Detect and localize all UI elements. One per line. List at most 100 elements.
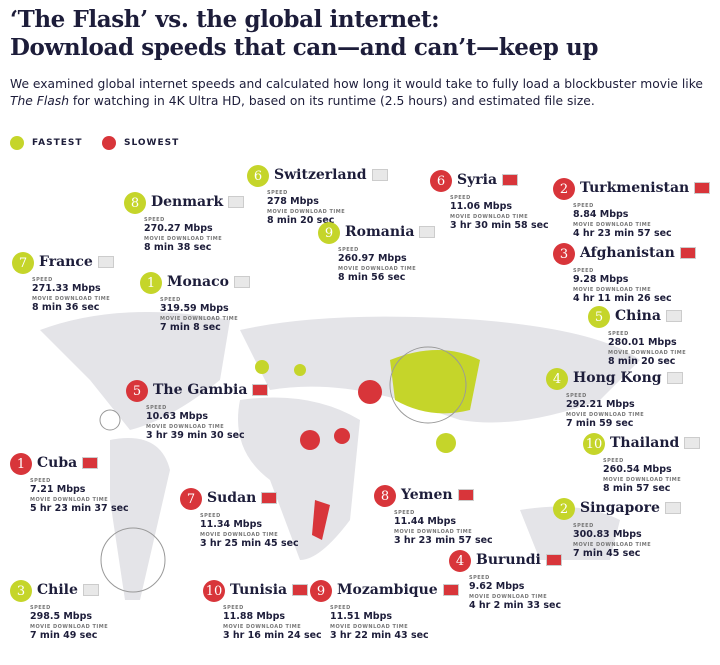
legend-label: FASTEST bbox=[32, 138, 83, 148]
rank-badge: 7 bbox=[12, 252, 34, 274]
subtitle-italic: The Flash bbox=[10, 94, 70, 108]
time-label: MOVIE DOWNLOAD TIME bbox=[223, 624, 302, 630]
country-card: 8 Denmark SPEED 270.27 Mbps MOVIE DOWNLOAD T… bbox=[124, 192, 264, 272]
flag bbox=[228, 196, 245, 208]
title: ‘The Flash’ vs. the global internet: bbox=[10, 6, 440, 33]
download-time: 8 min 57 sec bbox=[603, 483, 671, 494]
time-label: MOVIE DOWNLOAD TIME bbox=[30, 624, 109, 630]
rank-badge: 3 bbox=[553, 243, 575, 265]
speed-label: SPEED bbox=[469, 575, 490, 581]
speed: 278 Mbps bbox=[267, 196, 319, 207]
rank-badge: 6 bbox=[247, 165, 269, 187]
speed: 280.01 Mbps bbox=[608, 337, 677, 348]
time-label: MOVIE DOWNLOAD TIME bbox=[30, 497, 109, 503]
time-label: MOVIE DOWNLOAD TIME bbox=[573, 287, 652, 293]
download-time: 7 min 45 sec bbox=[573, 548, 641, 559]
speed-label: SPEED bbox=[330, 605, 351, 611]
country-card: 2 Turkmenistan SPEED 8.84 Mbps MOVIE DOWNLOA… bbox=[553, 178, 711, 258]
speed: 11.44 Mbps bbox=[394, 516, 457, 527]
flag bbox=[665, 310, 682, 322]
country-name: Tunisia bbox=[230, 582, 309, 598]
speed: 8.84 Mbps bbox=[573, 209, 629, 220]
title: Download speeds that can—and can’t—keep … bbox=[10, 34, 598, 61]
speed-label: SPEED bbox=[30, 605, 51, 611]
download-time: 8 min 56 sec bbox=[338, 272, 406, 283]
download-time: 4 hr 23 min 57 sec bbox=[573, 228, 672, 239]
time-label: MOVIE DOWNLOAD TIME bbox=[144, 236, 223, 242]
speed: 271.33 Mbps bbox=[32, 283, 101, 294]
time-label: MOVIE DOWNLOAD TIME bbox=[330, 624, 409, 630]
time-label: MOVIE DOWNLOAD TIME bbox=[608, 350, 687, 356]
speed: 292.21 Mbps bbox=[566, 399, 635, 410]
speed-label: SPEED bbox=[160, 297, 181, 303]
speed: 298.5 Mbps bbox=[30, 611, 93, 622]
country-name: Syria bbox=[457, 172, 519, 188]
speed: 300.83 Mbps bbox=[573, 529, 642, 540]
speed-label: SPEED bbox=[603, 458, 624, 464]
flag bbox=[545, 554, 562, 566]
time-label: MOVIE DOWNLOAD TIME bbox=[338, 266, 417, 272]
country-name: Denmark bbox=[151, 194, 245, 210]
download-time: 3 hr 22 min 43 sec bbox=[330, 630, 429, 641]
country-card: 10 Tunisia SPEED 11.88 Mbps MOVIE DOWNLOAD T… bbox=[203, 580, 343, 660]
legend-dot bbox=[10, 136, 24, 150]
time-label: MOVIE DOWNLOAD TIME bbox=[450, 214, 529, 220]
country-card: 5 The Gambia SPEED 10.63 Mbps MOVIE DOWNLOAD… bbox=[126, 380, 269, 460]
download-time: 4 hr 11 min 26 sec bbox=[573, 293, 672, 304]
speed-label: SPEED bbox=[30, 478, 51, 484]
download-time: 4 hr 2 min 33 sec bbox=[469, 600, 562, 611]
flag bbox=[233, 276, 250, 288]
country-card: 7 Sudan SPEED 11.34 Mbps MOVIE DOWNLOAD TIME… bbox=[180, 488, 320, 568]
speed: 11.06 Mbps bbox=[450, 201, 513, 212]
country-name: Switzerland bbox=[274, 167, 388, 183]
time-label: MOVIE DOWNLOAD TIME bbox=[603, 477, 682, 483]
country-card: 1 Monaco SPEED 319.59 Mbps MOVIE DOWNLOAD TI… bbox=[140, 272, 280, 352]
speed-label: SPEED bbox=[608, 331, 629, 337]
country-card: 4 Hong Kong SPEED 292.21 Mbps MOVIE DOWNLOAD… bbox=[546, 368, 686, 448]
time-label: MOVIE DOWNLOAD TIME bbox=[566, 412, 645, 418]
flag bbox=[252, 384, 269, 396]
subtitle-text: We examined global internet speeds and c… bbox=[10, 77, 703, 91]
speed-label: SPEED bbox=[566, 393, 587, 399]
flag bbox=[679, 247, 696, 259]
country-card: 8 Yemen SPEED 11.44 Mbps MOVIE DOWNLOAD TIME… bbox=[374, 485, 514, 565]
flag bbox=[664, 502, 681, 514]
time-label: MOVIE DOWNLOAD TIME bbox=[573, 222, 652, 228]
speed-label: SPEED bbox=[394, 510, 415, 516]
country-name: The Gambia bbox=[153, 382, 269, 398]
download-time: 8 min 38 sec bbox=[144, 242, 212, 253]
country-card: 1 Cuba SPEED 7.21 Mbps MOVIE DOWNLOAD TIME 5 … bbox=[10, 453, 150, 533]
download-time: 3 hr 39 min 30 sec bbox=[146, 430, 245, 441]
country-card: 3 Afghanistan SPEED 9.28 Mbps MOVIE DOWNLOAD… bbox=[553, 243, 696, 323]
country-name: Hong Kong bbox=[573, 370, 683, 386]
country-name: Romania bbox=[345, 224, 436, 240]
country-name: Cuba bbox=[37, 455, 99, 471]
speed: 11.34 Mbps bbox=[200, 519, 263, 530]
flag bbox=[457, 489, 474, 501]
flag bbox=[82, 457, 99, 469]
flag bbox=[694, 182, 711, 194]
flag bbox=[502, 174, 519, 186]
country-name: China bbox=[615, 308, 682, 324]
country-card: 3 Chile SPEED 298.5 Mbps MOVIE DOWNLOAD TIME… bbox=[10, 580, 150, 660]
speed: 270.27 Mbps bbox=[144, 223, 213, 234]
country-name: Burundi bbox=[476, 552, 562, 568]
country-name: Mozambique bbox=[337, 582, 459, 598]
speed-label: SPEED bbox=[200, 513, 221, 519]
speed-label: SPEED bbox=[573, 203, 594, 209]
rank-badge: 5 bbox=[126, 380, 148, 402]
speed: 319.59 Mbps bbox=[160, 303, 229, 314]
country-name: Monaco bbox=[167, 274, 250, 290]
speed-label: SPEED bbox=[267, 190, 288, 196]
flag bbox=[442, 584, 459, 596]
flag bbox=[292, 584, 309, 596]
rank-badge: 2 bbox=[553, 498, 575, 520]
download-time: 3 hr 25 min 45 sec bbox=[200, 538, 299, 549]
rank-badge: 9 bbox=[310, 580, 332, 602]
country-card: 9 Mozambique SPEED 11.51 Mbps MOVIE DOWNLOAD… bbox=[310, 580, 459, 660]
subtitle: We examined global internet speeds and c… bbox=[10, 76, 710, 110]
time-label: MOVIE DOWNLOAD TIME bbox=[267, 209, 346, 215]
speed: 9.28 Mbps bbox=[573, 274, 629, 285]
time-label: MOVIE DOWNLOAD TIME bbox=[160, 316, 239, 322]
